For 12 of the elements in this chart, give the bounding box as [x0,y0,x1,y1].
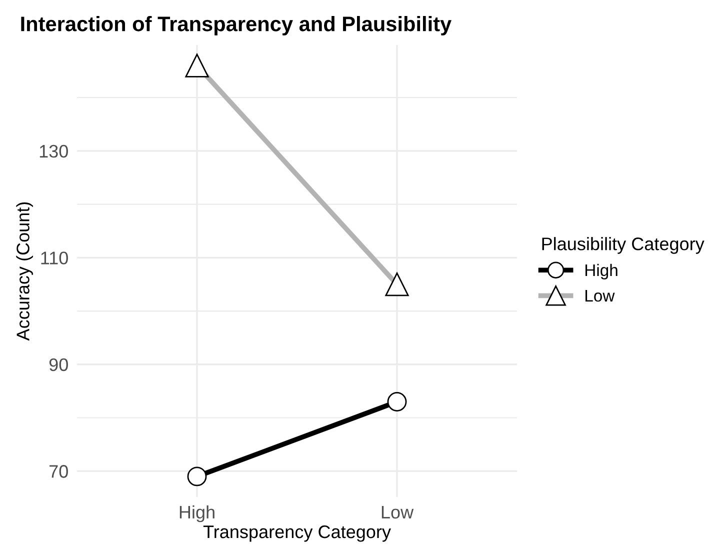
point [387,392,407,412]
point [187,466,207,486]
legend-title: Plausibility Category [542,237,704,254]
legend-label: High [586,264,618,280]
y-tick-label: 70 [50,465,68,478]
y-tick-label: 130 [40,144,68,158]
y-axis-title: Accuracy (Count) [16,202,33,341]
x-axis-title: Transparency Category [203,525,391,542]
legend-label: Low [586,290,615,302]
y-tick-label: 110 [41,252,68,264]
chart-title: Interaction of Transparency and Plausibility [21,16,452,36]
y-tick-label: 90 [49,358,68,372]
